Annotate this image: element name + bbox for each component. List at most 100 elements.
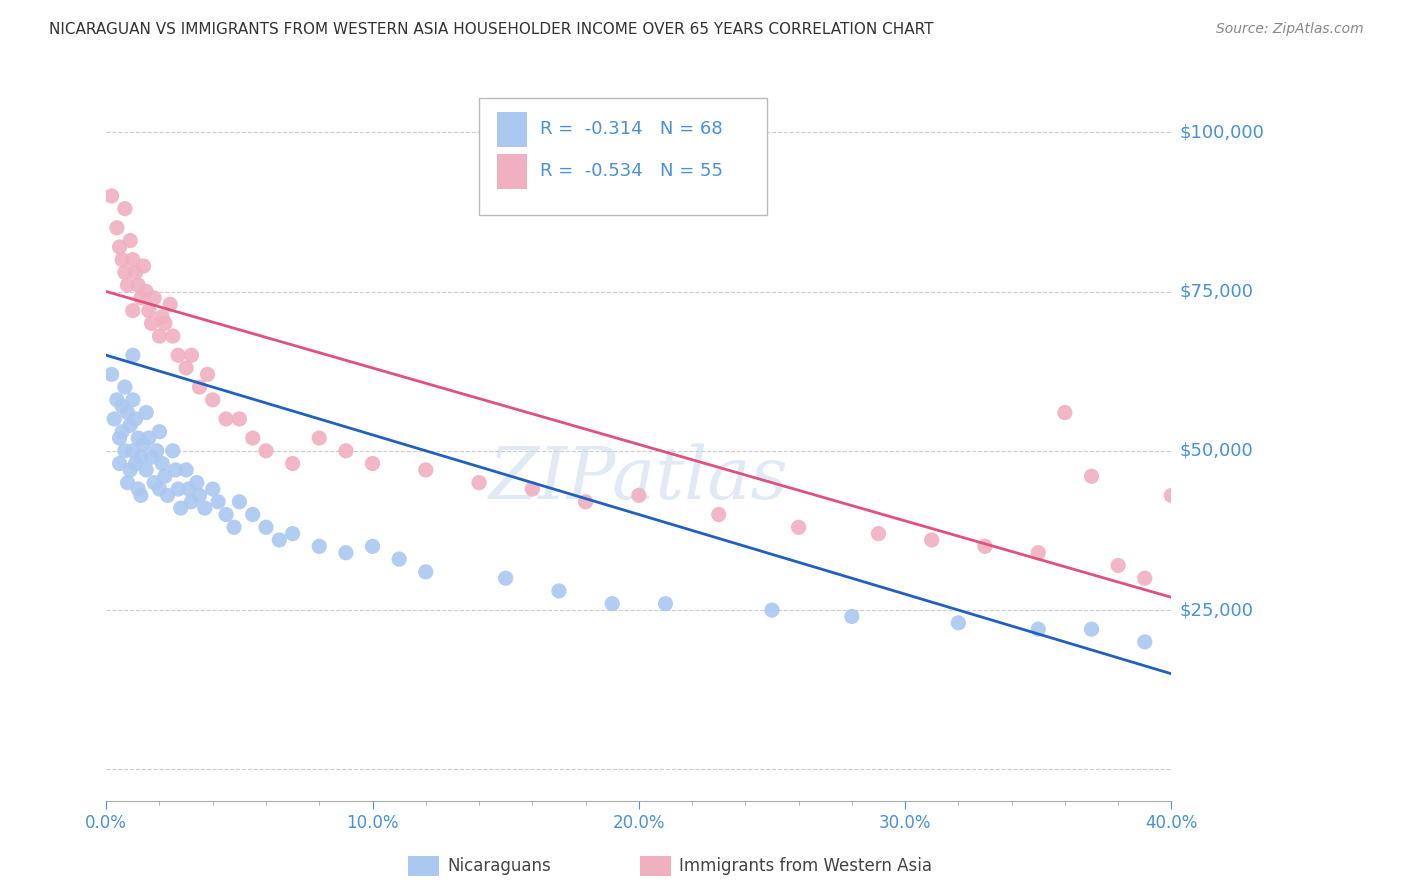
Point [654,597,676,611]
Point [215,412,238,426]
Text: Immigrants from Western Asia: Immigrants from Western Asia [679,857,932,875]
FancyBboxPatch shape [498,112,527,147]
Point [121,392,143,407]
Point [194,501,217,516]
Point [162,443,184,458]
Point [1080,469,1102,483]
Point [117,406,139,420]
Point [574,495,596,509]
Point [361,457,384,471]
Point [180,495,202,509]
Point [921,533,943,547]
Point [124,265,146,279]
Point [1160,488,1182,502]
Point [201,482,224,496]
Point [114,265,136,279]
Point [150,310,173,324]
Point [415,565,437,579]
Point [174,463,197,477]
Point [868,526,890,541]
Text: $50,000: $50,000 [1180,442,1253,459]
Point [111,425,134,439]
Point [114,202,136,216]
Point [974,540,997,554]
Point [1213,584,1236,599]
Point [129,450,152,465]
Point [201,392,224,407]
Point [186,475,208,490]
Point [787,520,810,534]
Point [1026,622,1049,636]
Point [1133,635,1156,649]
Point [335,443,357,458]
Point [1107,558,1129,573]
Point [143,291,166,305]
Point [111,399,134,413]
Point [188,488,211,502]
Point [135,406,157,420]
Point [121,252,143,267]
Point [167,482,190,496]
Point [1080,622,1102,636]
Point [948,615,970,630]
Point [148,329,170,343]
Point [335,546,357,560]
Point [114,380,136,394]
Point [153,317,176,331]
Point [143,475,166,490]
Point [148,425,170,439]
Point [167,348,190,362]
Point [308,431,330,445]
Point [127,278,149,293]
Point [388,552,411,566]
Point [111,252,134,267]
Point [105,220,128,235]
Point [141,317,163,331]
Point [120,234,142,248]
Point [120,418,142,433]
Point [138,431,160,445]
Point [228,495,250,509]
Text: $75,000: $75,000 [1180,283,1253,301]
Point [135,463,157,477]
Point [150,457,173,471]
Point [132,437,155,451]
Point [141,450,163,465]
Point [129,488,152,502]
Text: R =  -0.534   N = 55: R = -0.534 N = 55 [540,162,723,180]
Point [148,482,170,496]
Point [121,303,143,318]
Point [121,443,143,458]
Text: R =  -0.314   N = 68: R = -0.314 N = 68 [540,120,723,138]
Point [127,431,149,445]
Point [761,603,783,617]
Point [548,584,571,599]
Point [415,463,437,477]
Point [707,508,730,522]
Point [124,412,146,426]
Text: NICARAGUAN VS IMMIGRANTS FROM WESTERN ASIA HOUSEHOLDER INCOME OVER 65 YEARS CORR: NICARAGUAN VS IMMIGRANTS FROM WESTERN AS… [49,22,934,37]
Point [146,443,169,458]
Point [1026,546,1049,560]
Point [495,571,517,585]
Point [522,482,544,496]
Point [242,431,264,445]
Point [1187,571,1209,585]
Point [207,495,229,509]
Point [138,303,160,318]
Point [127,482,149,496]
Point [120,463,142,477]
Point [254,520,277,534]
Point [114,443,136,458]
Point [281,457,304,471]
Point [254,443,277,458]
Point [117,475,139,490]
Point [177,482,200,496]
Point [308,540,330,554]
Point [188,380,211,394]
Point [100,368,122,382]
Point [174,361,197,376]
Point [100,189,122,203]
Point [361,540,384,554]
Point [159,297,181,311]
